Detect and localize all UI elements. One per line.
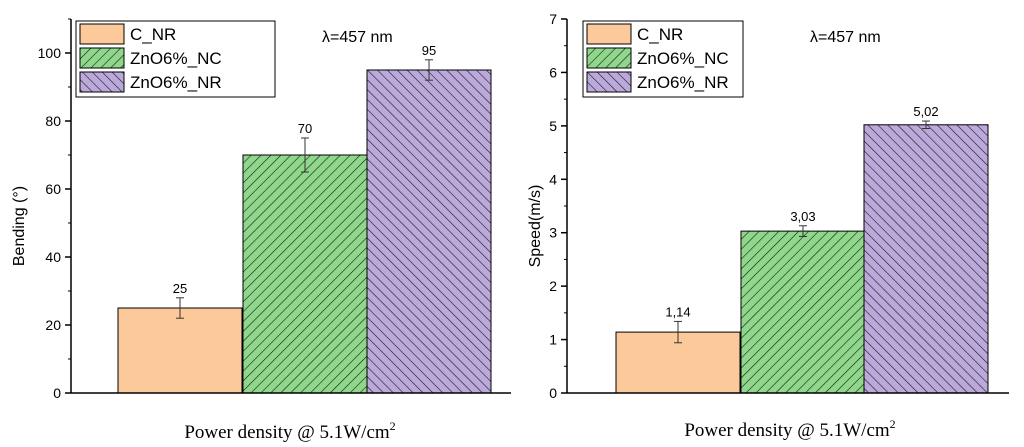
chart-panel-1: 25 70 95 0 20 40 60 80 100 Bending (°) Power densi… xyxy=(11,18,511,443)
y-tick-label: 0 xyxy=(549,385,557,401)
error-bar xyxy=(799,225,807,237)
data-label: 1,14 xyxy=(665,304,690,319)
y-tick-label: 5 xyxy=(549,118,557,134)
legend-swatch xyxy=(79,71,125,93)
error-bar xyxy=(922,120,930,130)
chart-panel-2: 1,14 3,03 5,02 0 1 2 3 4 5 6 7 Speed(m/s) Power dens… xyxy=(527,11,1009,441)
legend: C_NR ZnO6%_NC ZnO6%_NR xyxy=(75,20,276,98)
legend-swatch xyxy=(586,47,632,69)
y-tick-label: 40 xyxy=(45,249,61,265)
y-tick-label: 100 xyxy=(38,45,62,61)
y-tick-label: 3 xyxy=(549,225,557,241)
y-tick-label: 4 xyxy=(549,171,557,187)
legend-entry: ZnO6%_NR xyxy=(637,73,729,92)
data-label: 25 xyxy=(173,281,187,296)
legend-swatch xyxy=(586,23,632,45)
y-tick-label: 0 xyxy=(53,385,61,401)
error-bar xyxy=(176,297,184,319)
legend-swatch xyxy=(79,23,125,45)
legend-entry: ZnO6%_NC xyxy=(130,49,222,68)
legend-swatch xyxy=(586,71,632,93)
bar-zno6-nr xyxy=(366,69,492,394)
y-tick-label: 60 xyxy=(45,181,61,197)
y-tick-label: 6 xyxy=(549,64,557,80)
y-tick-label: 2 xyxy=(549,278,557,294)
error-bar xyxy=(301,137,309,173)
data-label: 3,03 xyxy=(790,209,815,224)
x-axis-label-superscript: 2 xyxy=(390,419,396,433)
data-label: 5,02 xyxy=(913,104,938,119)
bar-zno6-nc xyxy=(740,230,866,394)
bar-c-nr xyxy=(117,307,243,394)
error-bar xyxy=(674,320,682,344)
data-label: 70 xyxy=(298,121,312,136)
y-tick-label: 20 xyxy=(45,317,61,333)
legend-entry: ZnO6%_NR xyxy=(130,73,222,92)
wavelength-annotation: λ=457 nm xyxy=(322,29,393,46)
legend-entry: C_NR xyxy=(130,25,176,44)
y-axis-label: Bending (°) xyxy=(11,186,28,266)
x-axis-label: Power density @ 5.1W/cm2 xyxy=(184,419,395,442)
data-label: 95 xyxy=(422,43,436,58)
wavelength-annotation: λ=457 nm xyxy=(810,29,881,46)
y-tick-label: 80 xyxy=(45,113,61,129)
y-tick-label: 1 xyxy=(549,332,557,348)
y-tick-label: 7 xyxy=(549,11,557,27)
legend-swatch xyxy=(79,47,125,69)
x-axis-label: Power density @ 5.1W/cm2 xyxy=(684,417,895,441)
error-bar xyxy=(425,59,433,81)
y-axis-label: Speed(m/s) xyxy=(527,185,544,268)
legend-entry: ZnO6%_NC xyxy=(637,49,729,68)
bar-zno6-nc xyxy=(242,154,368,394)
bar-zno6-nr xyxy=(863,124,989,394)
x-axis-label-superscript: 2 xyxy=(890,417,896,431)
legend: C_NR ZnO6%_NC ZnO6%_NR xyxy=(582,20,744,98)
legend-entry: C_NR xyxy=(637,25,683,44)
